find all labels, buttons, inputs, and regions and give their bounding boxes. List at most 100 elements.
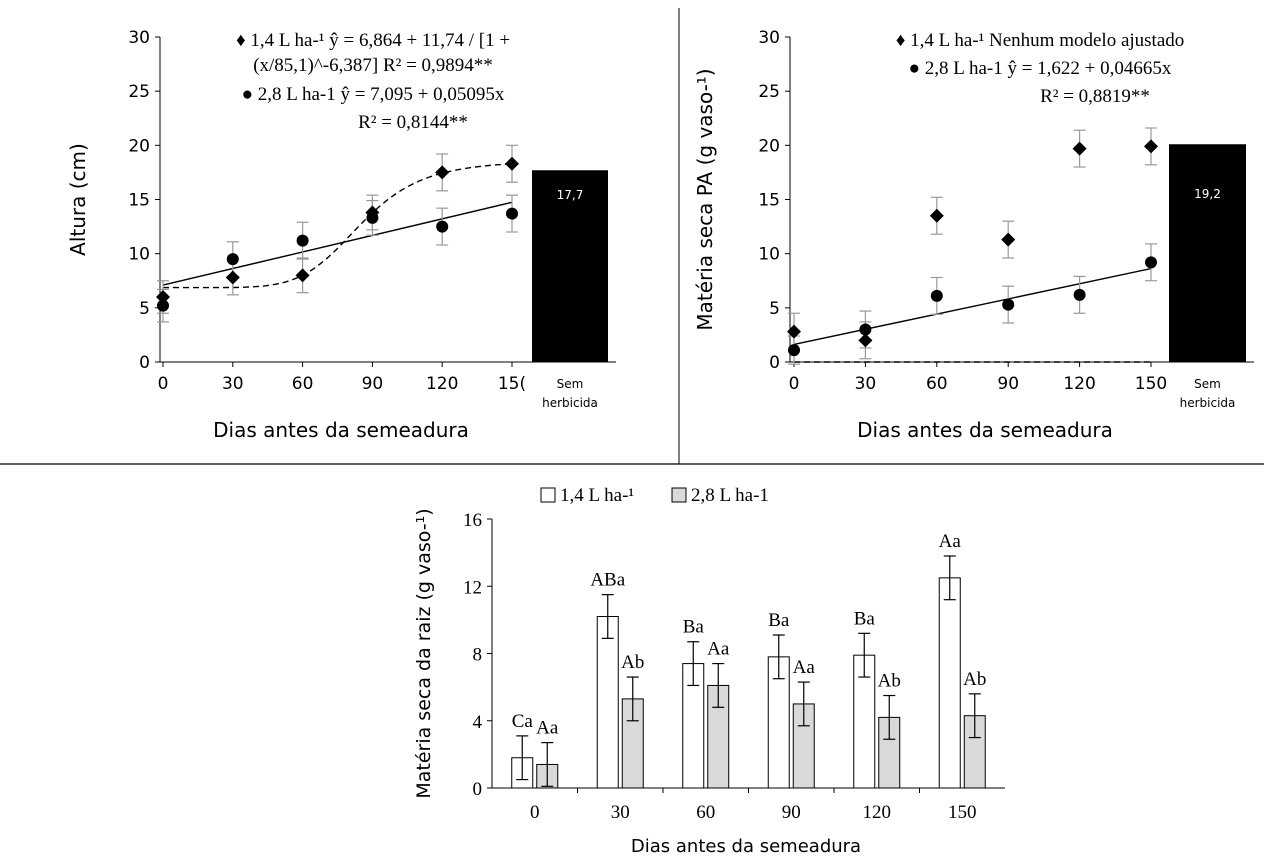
bar-significance-label: Ba xyxy=(683,617,705,638)
y-tick-label: 16 xyxy=(463,510,482,531)
scatter-chart-2: 0 5 10 15 20 25 30 0 30 60 90 120 150 19,2 Sem herbicid… xyxy=(693,28,1254,442)
y-tick-label: 15 xyxy=(128,191,150,211)
y-tick-label: 5 xyxy=(769,299,780,319)
legend-entry: R² = 0,8819** xyxy=(1040,86,1150,107)
legend-swatch xyxy=(540,487,556,503)
x-tick-label: 60 xyxy=(696,802,715,823)
data-point-diamond xyxy=(787,324,801,339)
y-axis-title: Matéria seca PA (g vaso-¹) xyxy=(693,68,717,330)
data-point-circle xyxy=(157,299,169,312)
data-point-diamond xyxy=(156,290,170,304)
bar-significance-label: Aa xyxy=(536,718,559,739)
legend-entry: ● 2,8 L ha-1 ŷ = 7,095 + 0,05095x xyxy=(242,84,505,105)
x-tick-label: 0 xyxy=(789,374,800,394)
control-bar xyxy=(1169,144,1246,362)
y-tick-label: 30 xyxy=(758,28,780,48)
data-point-circle xyxy=(930,289,943,302)
scatter-chart-1: 0 5 10 15 20 25 30 0 30 60 90 120 15(17,7 Sem herbicid… xyxy=(66,28,616,442)
control-bar-label: 17,7 xyxy=(557,188,584,202)
data-point-diamond xyxy=(858,333,873,348)
x-tick-label: 0 xyxy=(158,374,169,394)
data-point-diamond xyxy=(1144,139,1158,154)
bar-significance-label: Aa xyxy=(939,531,962,552)
legend-entry: ● 2,8 L ha-1 ŷ = 1,622 + 0,04665x xyxy=(909,58,1172,79)
x-tick-label: 120 xyxy=(863,802,892,823)
y-axis-title: Altura (cm) xyxy=(66,143,90,256)
data-point-diamond xyxy=(225,270,240,285)
data-point-circle xyxy=(788,344,800,357)
bar-significance-label: Ab xyxy=(878,671,901,692)
y-tick-label: 0 xyxy=(139,353,150,373)
bar-legend: 1,4 L ha-¹ 2,8 L ha-1 xyxy=(540,485,769,506)
bar-significance-label: Ca xyxy=(512,711,534,732)
y-tick-label: 5 xyxy=(139,299,150,319)
y-tick-label: 25 xyxy=(758,82,780,102)
legend-entry: ♦ 1,4 L ha-¹ ŷ = 6,864 + 11,74 / [1 + xyxy=(236,30,510,51)
y-tick-label: 4 xyxy=(473,712,483,733)
x-axis-title: Dias antes da semeadura xyxy=(631,836,861,857)
legend-entry: ♦ 1,4 L ha-¹ Nenhum modelo ajustado xyxy=(896,30,1185,51)
x-tick-label: 30 xyxy=(222,374,244,394)
data-point-circle xyxy=(366,211,379,224)
x-tick-label: 150 xyxy=(948,802,977,823)
y-tick-label: 25 xyxy=(128,82,150,102)
bar-significance-label: Ba xyxy=(768,610,790,631)
legend-entry: (x/85,1)^-6,387] R² = 0,9894** xyxy=(253,55,493,76)
data-point-circle xyxy=(436,220,449,233)
legend-swatch xyxy=(671,487,687,503)
data-point-circle xyxy=(296,234,309,247)
control-category-label: herbicida xyxy=(1180,396,1236,410)
data-point-circle xyxy=(1002,298,1015,311)
x-tick-label: 15( xyxy=(498,374,526,394)
x-tick-label: 30 xyxy=(855,374,877,394)
y-tick-label: 15 xyxy=(758,191,780,211)
control-category-label: Sem xyxy=(1194,377,1221,391)
y-tick-label: 10 xyxy=(758,245,780,265)
bar-significance-label: Aa xyxy=(793,657,816,678)
bar-significance-label: ABa xyxy=(590,570,625,591)
x-tick-label: 60 xyxy=(292,374,314,394)
data-point-diamond xyxy=(929,208,944,223)
y-axis-title: Matéria seca da raiz (g vaso-¹) xyxy=(413,508,435,798)
fit-line xyxy=(163,163,513,289)
y-tick-label: 0 xyxy=(769,353,780,373)
x-tick-label: 120 xyxy=(426,374,458,394)
control-bar xyxy=(532,170,608,362)
x-tick-label: 90 xyxy=(997,374,1019,394)
y-tick-label: 20 xyxy=(758,136,780,156)
y-tick-label: 12 xyxy=(463,577,482,598)
bar-significance-label: Ab xyxy=(963,669,986,690)
data-point-diamond xyxy=(1001,232,1016,247)
x-tick-label: 60 xyxy=(926,374,948,394)
y-tick-label: 8 xyxy=(473,645,483,666)
legend-entry: 2,8 L ha-1 xyxy=(691,485,769,506)
fit-line xyxy=(162,201,513,286)
x-axis-title: Dias antes da semeadura xyxy=(213,418,469,442)
x-axis-title: Dias antes da semeadura xyxy=(857,418,1113,442)
control-category-label: herbicida xyxy=(542,396,598,410)
data-point-circle xyxy=(1145,256,1157,269)
y-tick-label: 0 xyxy=(473,779,483,800)
x-tick-label: 120 xyxy=(1063,374,1095,394)
bar-significance-label: Ab xyxy=(621,652,644,673)
data-point-circle xyxy=(226,253,239,266)
legend-entry: R² = 0,8144** xyxy=(358,112,468,133)
data-point-diamond xyxy=(505,156,519,171)
control-category-label: Sem xyxy=(557,377,584,391)
data-point-circle xyxy=(859,323,872,336)
bar-significance-label: Ba xyxy=(854,608,876,629)
bar-significance-label: Aa xyxy=(707,639,730,660)
bar xyxy=(938,577,961,789)
x-tick-label: 150 xyxy=(1135,374,1167,394)
data-point-diamond xyxy=(435,165,450,180)
data-point-diamond xyxy=(1072,141,1087,156)
x-tick-label: 90 xyxy=(782,802,801,823)
legend-entry: 1,4 L ha-¹ xyxy=(560,485,634,506)
fit-line xyxy=(793,267,1152,346)
x-tick-label: 30 xyxy=(611,802,630,823)
y-tick-label: 20 xyxy=(128,136,150,156)
data-point-diamond xyxy=(295,268,310,283)
x-tick-label: 90 xyxy=(362,374,384,394)
